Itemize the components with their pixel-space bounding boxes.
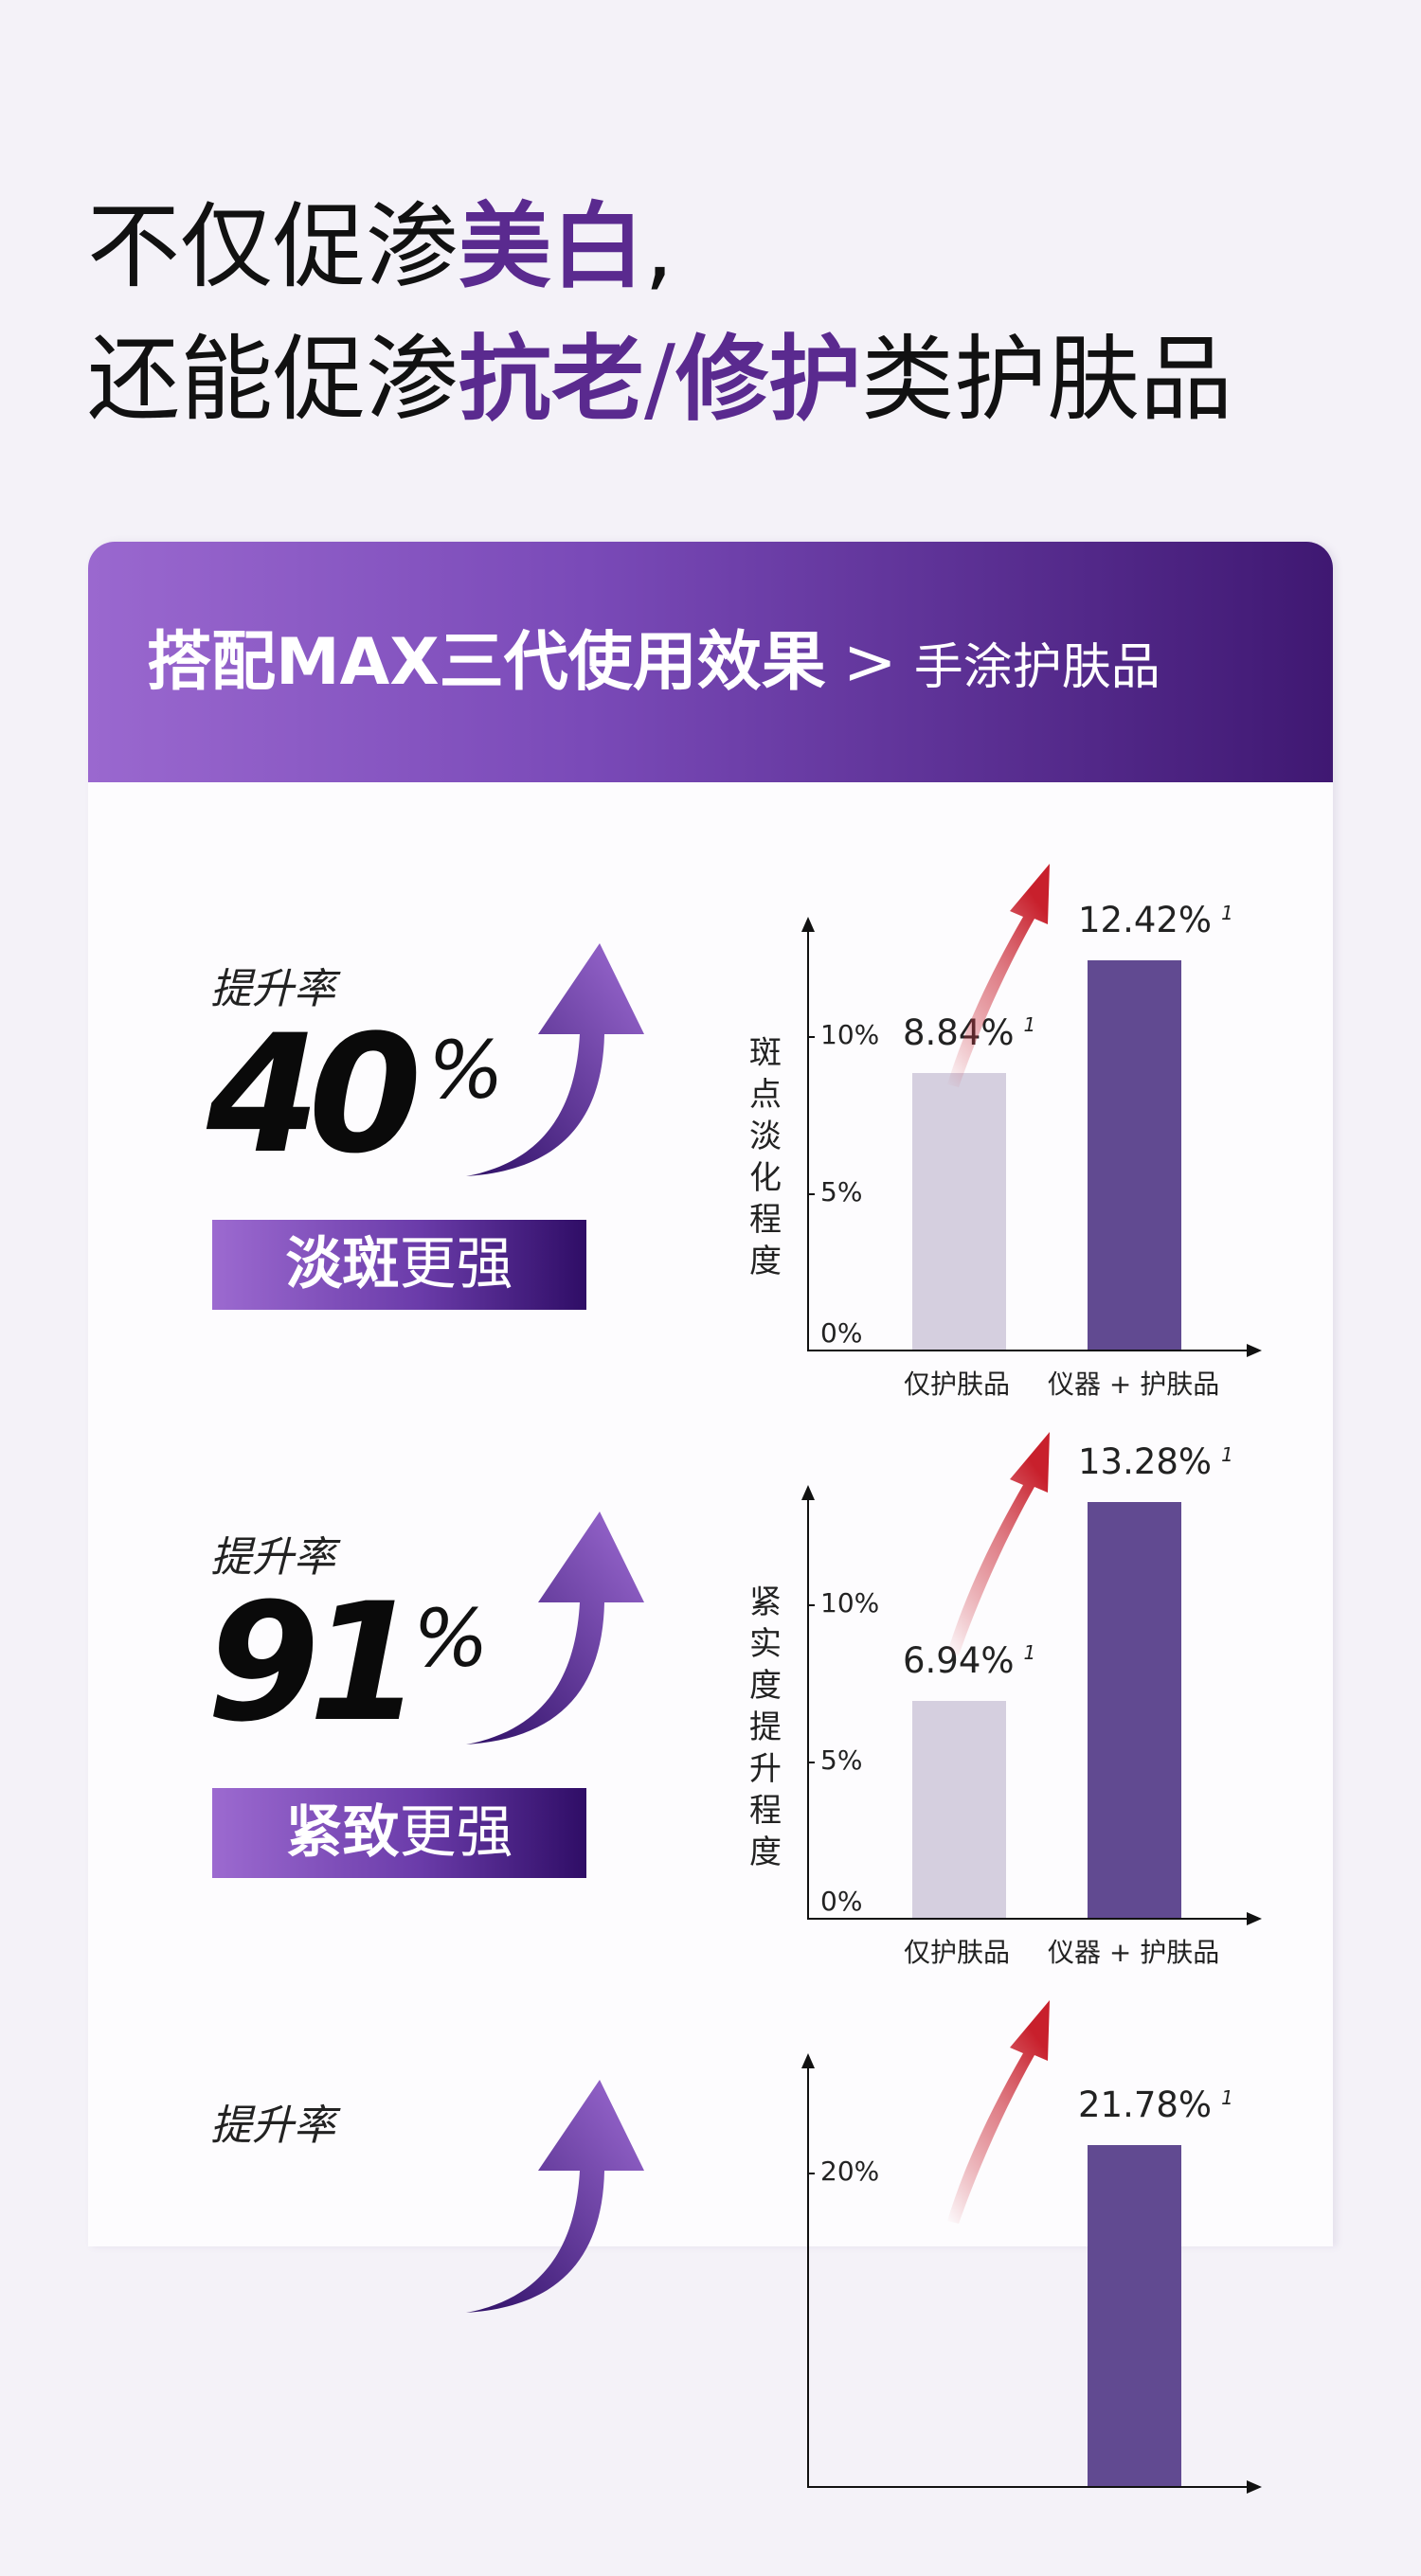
y-tick-label: 20% <box>820 2156 880 2188</box>
y-axis <box>807 1498 809 1918</box>
y-tick <box>807 1192 815 1195</box>
up-arrow-icon <box>466 943 644 1176</box>
x-axis <box>807 2486 1249 2488</box>
headline-highlight-antiaging: 抗老 <box>459 326 645 434</box>
badge-bold-text: 淡斑 <box>285 1231 400 1297</box>
headline-line-1: 不仅促渗美白, <box>87 201 674 294</box>
bar <box>912 1072 1006 1350</box>
card-title: 搭配MAX三代使用效果 > 手涂护肤品 <box>147 627 1160 704</box>
headline-comma: , <box>644 193 675 301</box>
y-tick <box>807 1761 815 1763</box>
card-header: 搭配MAX三代使用效果 > 手涂护肤品 <box>88 542 1333 782</box>
y-axis-label-char: 度 <box>749 1667 782 1705</box>
bar <box>912 1700 1006 1918</box>
badge-text: 更强 <box>399 1231 513 1297</box>
y-tick-label: 10% <box>820 1019 880 1051</box>
footnote-marker: 1 <box>1023 1641 1036 1665</box>
headline-slash: / <box>644 326 676 434</box>
x-axis-arrow-icon <box>1247 1344 1262 1357</box>
y-axis-label-char: 淡 <box>749 1118 782 1155</box>
y-axis-label-char: 提 <box>749 1708 782 1746</box>
value-text: 8.84% <box>903 1011 1015 1053</box>
results-card: 搭配MAX三代使用效果 > 手涂护肤品 <box>88 542 1333 2246</box>
headline-highlight-whitening: 美白 <box>459 193 645 301</box>
y-axis-label-char: 点 <box>749 1076 782 1114</box>
headline-text: 还能促渗 <box>87 326 459 434</box>
x-axis-arrow-icon <box>1247 1912 1262 1925</box>
value-label: 8.84% 1 <box>903 1012 1035 1053</box>
headline-text: 类护肤品 <box>861 326 1233 434</box>
growth-arrow-icon <box>947 2000 1050 2224</box>
badge-text: 更强 <box>399 1799 513 1866</box>
category-label: 仪器 + 护肤品 <box>1048 1368 1220 1400</box>
headline-highlight-repair: 修护 <box>675 326 862 434</box>
footnote-marker: 1 <box>1023 1013 1036 1037</box>
headline-text: 不仅促渗 <box>87 193 459 301</box>
y-tick-label: 0% <box>820 1317 863 1349</box>
bar <box>1088 960 1181 1350</box>
rate-label: 提升率 <box>210 2102 335 2150</box>
y-axis-label: 斑点淡化程度 <box>746 1032 784 1282</box>
badge: 紧致更强 <box>212 1788 586 1878</box>
y-axis-label-char: 化 <box>749 1159 782 1197</box>
card-title-text: 搭配MAX三代使用效果 <box>147 625 826 700</box>
footnote-marker: 1 <box>1221 902 1233 925</box>
y-axis <box>807 930 809 1350</box>
headline-line-2: 还能促渗抗老/修护类护肤品 <box>87 333 1232 426</box>
y-axis-label: 紧实度提升程度 <box>746 1582 784 1873</box>
card-title-separator: > <box>842 625 897 700</box>
rate-unit: % <box>413 1592 489 1685</box>
y-tick-label: 0% <box>820 1886 863 1917</box>
bar <box>1088 1501 1181 1918</box>
y-axis-label-char: 程 <box>749 1201 782 1239</box>
x-axis-arrow-icon <box>1247 2480 1262 2494</box>
y-axis-label-char: 度 <box>749 1834 782 1871</box>
footnote-marker: 1 <box>1221 1442 1233 1466</box>
badge-bold-text: 紧致 <box>285 1799 400 1866</box>
value-text: 13.28% <box>1078 1440 1213 1482</box>
badge: 淡斑更强 <box>212 1220 586 1310</box>
category-label: 仪器 + 护肤品 <box>1048 1937 1220 1968</box>
y-axis-label-char: 升 <box>749 1750 782 1788</box>
y-tick-label: 5% <box>820 1175 863 1208</box>
category-label: 仅护肤品 <box>904 1937 1011 1968</box>
growth-arrow-icon <box>947 1432 1050 1655</box>
value-text: 21.78% <box>1078 2084 1213 2125</box>
value-label: 13.28% 1 <box>1078 1441 1233 1482</box>
bar-chart: 0% 5% 10% 斑点淡化程度 8.84% 1 仅护肤品 12.42% 1 仪器 + 护肤品 <box>739 852 1288 1440</box>
y-tick-label: 5% <box>820 1744 863 1776</box>
y-axis <box>807 2066 809 2486</box>
rate-value: 40 <box>207 999 422 1190</box>
rate-label: 提升率 <box>210 965 335 1013</box>
y-axis-label-char: 程 <box>749 1792 782 1830</box>
value-text: 12.42% <box>1078 900 1213 941</box>
y-axis-label-char: 实 <box>749 1625 782 1663</box>
rate-unit: % <box>428 1024 504 1117</box>
y-axis-arrow-icon <box>801 917 815 932</box>
y-axis-label-char: 紧 <box>749 1583 782 1621</box>
growth-arrow-icon <box>947 864 1050 1087</box>
y-axis-arrow-icon <box>801 1485 815 1500</box>
y-tick-label: 10% <box>820 1587 880 1619</box>
up-arrow-icon <box>466 2080 644 2313</box>
y-axis-arrow-icon <box>801 2053 815 2068</box>
category-label: 仅护肤品 <box>904 1368 1011 1400</box>
bar-chart: 20% 21.78% 1 <box>739 1989 1288 2576</box>
y-tick <box>807 1604 815 1607</box>
bar-chart: 0% 5% 10% 紧实度提升程度 6.94% 1 仅护肤品 13.28% 1 仪器 + 护肤品 <box>739 1421 1288 2008</box>
x-axis <box>807 1918 1249 1920</box>
y-axis-label-char: 度 <box>749 1243 782 1280</box>
value-label: 21.78% 1 <box>1078 2084 1233 2125</box>
value-label: 12.42% 1 <box>1078 900 1233 940</box>
rate-value: 91 <box>207 1567 422 1758</box>
y-tick <box>807 2173 815 2175</box>
rate-label: 提升率 <box>210 1533 335 1582</box>
card-subtitle: 手涂护肤品 <box>913 639 1160 696</box>
y-tick <box>807 1036 815 1039</box>
y-axis-label-char: 斑 <box>749 1034 782 1072</box>
up-arrow-icon <box>466 1512 644 1744</box>
footnote-marker: 1 <box>1221 2085 1233 2109</box>
x-axis <box>807 1350 1249 1351</box>
